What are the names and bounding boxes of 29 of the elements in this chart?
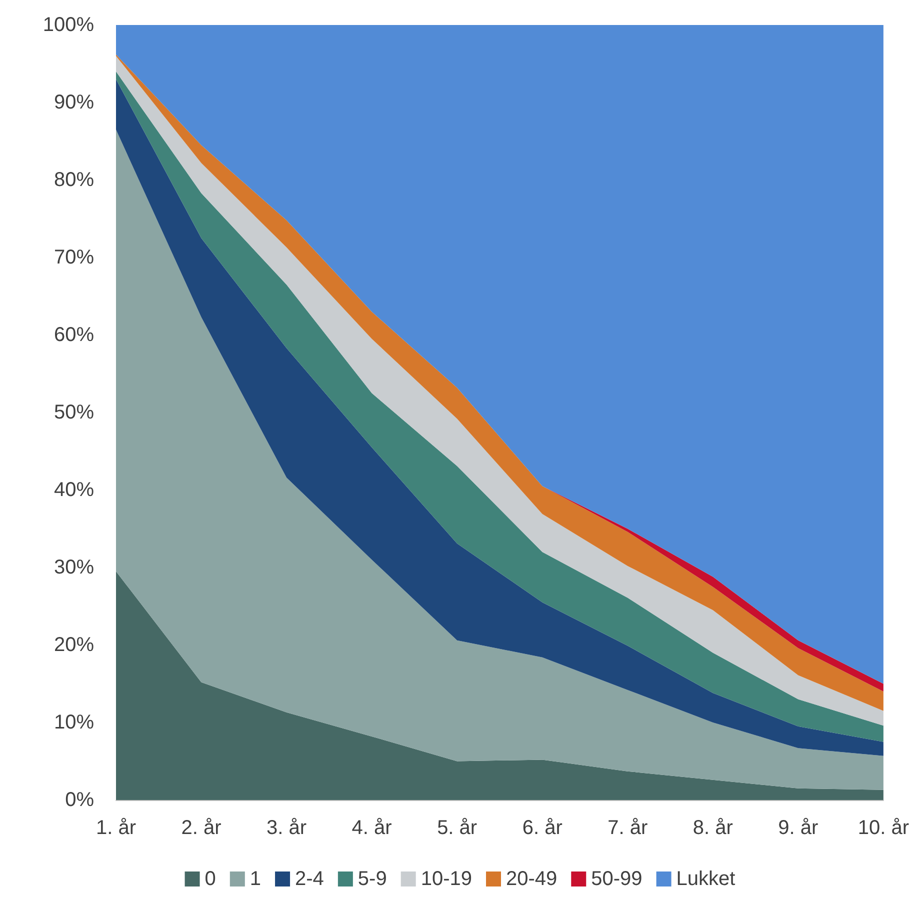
y-tick-label: 30%	[54, 556, 94, 578]
legend-label: 1	[250, 868, 262, 890]
x-tick-label: 3. år	[266, 817, 307, 839]
legend-label: Lukket	[676, 868, 736, 890]
legend-label: 20-49	[506, 868, 558, 890]
x-tick-label: 2. år	[181, 817, 222, 839]
x-tick-label: 8. år	[692, 817, 734, 839]
x-tick-label: 6. år	[522, 817, 563, 839]
y-tick-label: 80%	[54, 169, 94, 191]
legend-label: 2-4	[295, 868, 324, 890]
x-tick-label: 7. år	[608, 817, 648, 839]
y-tick-label: 40%	[54, 479, 94, 501]
y-tick-label: 20%	[54, 634, 94, 656]
y-tick-label: 50%	[54, 402, 94, 424]
y-tick-label: 70%	[54, 246, 94, 268]
x-tick-label: 1. år	[96, 817, 136, 839]
legend-label: 50-99	[591, 868, 642, 890]
x-tick-label: 4. år	[352, 817, 392, 839]
legend-label: 5-9	[358, 868, 387, 890]
legend-label: 0	[204, 868, 216, 890]
x-tick-label: 9. år	[778, 817, 819, 839]
y-tick-label: 90%	[54, 92, 94, 114]
x-tick-label: 5. år	[437, 817, 478, 839]
y-tick-label: 100%	[42, 14, 94, 36]
y-tick-label: 60%	[54, 324, 94, 346]
x-tick-label: 10. år	[858, 817, 910, 839]
y-tick-label: 0%	[65, 789, 94, 811]
y-tick-label: 10%	[54, 712, 94, 734]
legend-label: 10-19	[420, 868, 472, 890]
